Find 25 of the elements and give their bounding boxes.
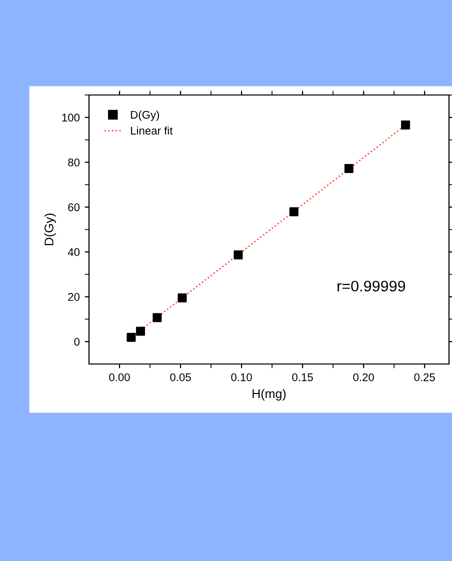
y-tick-label: 20 — [68, 293, 80, 301]
y-tick-label: 100 — [62, 114, 80, 122]
x-tick-label: 0.15 — [292, 373, 313, 382]
y-tick-label: 0 — [74, 338, 80, 346]
x-tick-label: 0.05 — [170, 373, 191, 382]
y-tick-label: 60 — [68, 203, 80, 212]
annotation: r=0.99999 — [338, 280, 406, 292]
point — [401, 120, 410, 130]
legend-label: Linear fit — [131, 126, 173, 135]
point — [289, 207, 298, 216]
y-axis-title: D(Gy) — [44, 214, 56, 246]
point — [178, 293, 187, 302]
point — [152, 313, 162, 322]
x-tick-label: 0.10 — [231, 373, 252, 382]
y-tick-label: 80 — [68, 158, 80, 166]
point — [136, 326, 145, 336]
point — [344, 164, 354, 174]
y-tick-label: 40 — [68, 248, 80, 256]
point — [126, 332, 136, 342]
x-tick-label: 0.00 — [109, 373, 130, 382]
x-tick-label: 0.25 — [414, 373, 435, 382]
x-tick-label: 0.20 — [353, 373, 374, 382]
x-axis-title: H(mg) — [252, 388, 286, 401]
point — [234, 250, 243, 260]
legend-label: D(Gy) — [131, 110, 160, 121]
